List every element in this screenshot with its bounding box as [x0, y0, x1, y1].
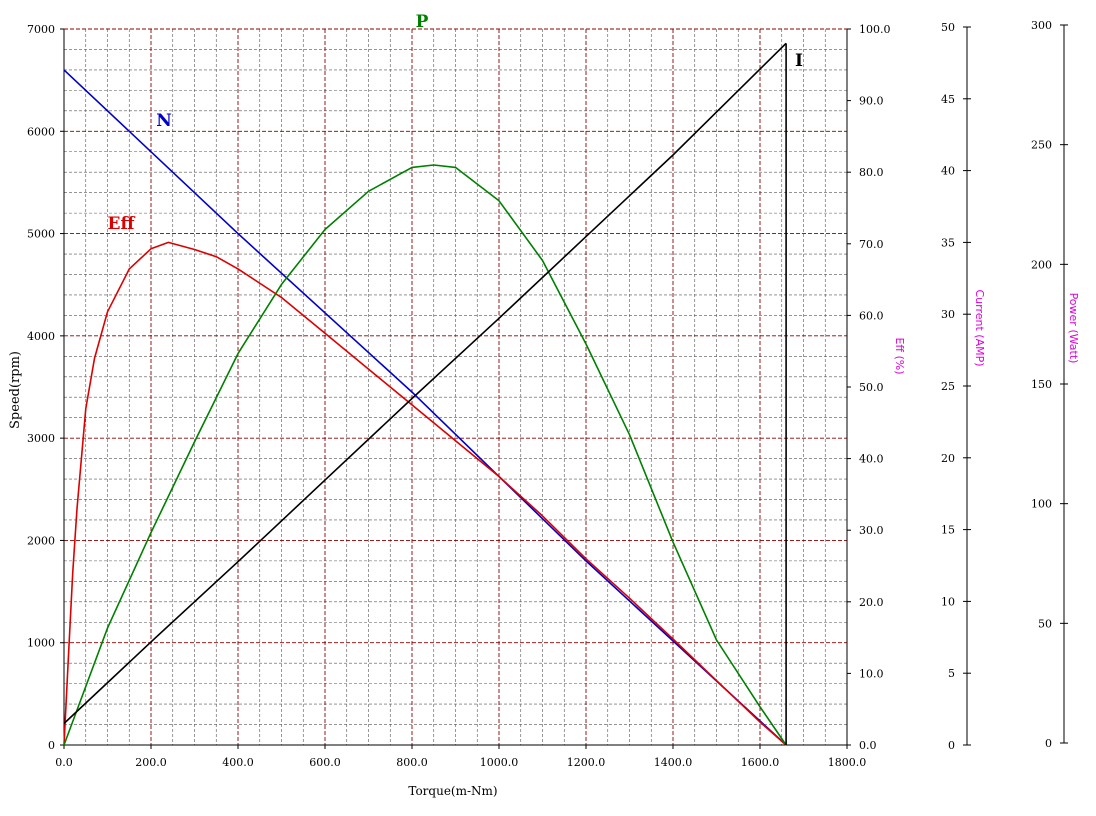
current-tick-label: 45: [941, 93, 955, 106]
x-tick-label: 1000.0: [480, 756, 519, 769]
series-line-n: [63, 69, 787, 746]
current-tick-label: 40: [941, 165, 955, 178]
speed-tick-label: 6000: [27, 125, 55, 138]
eff-tick-label: 60.0: [859, 309, 884, 322]
power-tick-label: 300: [1031, 19, 1052, 32]
eff-tick-label: 70.0: [859, 238, 884, 251]
x-tick-label: 800.0: [396, 756, 428, 769]
series-line-eff: [63, 241, 787, 746]
current-tick-label: 25: [941, 380, 955, 393]
current-tick-label: 30: [941, 308, 955, 321]
series-label-p: P: [416, 12, 429, 32]
x-axis-title: Torque(m-Nm): [408, 784, 497, 798]
current-axis-title: Current (AMP): [973, 289, 986, 366]
x-tick-label: 1400.0: [654, 756, 693, 769]
x-tick-label: 0.0: [55, 756, 73, 769]
x-tick-label: 1200.0: [567, 756, 606, 769]
x-axis-ticks: 0.0 200.0 400.0 600.0 800.0 1000.0 1200.0 1400.…: [55, 745, 866, 769]
series-label-eff: Eff: [108, 214, 136, 234]
power-tick-label: 0: [1045, 737, 1052, 750]
speed-tick-label: 0: [48, 739, 55, 752]
series-line-i: [63, 42, 787, 725]
current-tick-label: 35: [941, 236, 955, 249]
speed-tick-label: 4000: [27, 330, 55, 343]
eff-tick-label: 50.0: [859, 381, 884, 394]
x-tick-label: 1600.0: [741, 756, 780, 769]
x-tick-label: 200.0: [135, 756, 167, 769]
power-tick-label: 50: [1038, 617, 1052, 630]
speed-tick-label: 1000: [27, 637, 55, 650]
major-grid: [64, 29, 847, 745]
x-tick-label: 600.0: [309, 756, 341, 769]
power-tick-label: 250: [1031, 139, 1052, 152]
series-label-n: N: [156, 111, 172, 131]
current-tick-label: 20: [941, 452, 955, 465]
speed-tick-label: 7000: [27, 23, 55, 36]
current-tick-label: 50: [941, 21, 955, 34]
series-label-i: I: [795, 51, 803, 71]
x-tick-label: 400.0: [222, 756, 254, 769]
eff-tick-label: 80.0: [859, 166, 884, 179]
eff-tick-label: 0.0: [859, 739, 877, 752]
speed-tick-label: 3000: [27, 432, 55, 445]
power-axis: 0 50 100 150 200 250 300: [1031, 19, 1068, 750]
eff-axis-ticks: 0.0 10.0 20.0 30.0 40.0 50.0 60.0 70.0 80.0 90.0 1…: [847, 23, 891, 752]
power-axis-title: Power (Watt): [1067, 293, 1080, 364]
speed-axis-title: Speed(rpm): [8, 351, 23, 429]
series-lines: [63, 42, 787, 746]
eff-tick-label: 10.0: [859, 667, 884, 680]
current-tick-label: 0: [948, 739, 955, 752]
power-tick-label: 100: [1031, 498, 1052, 511]
current-tick-label: 5: [948, 667, 955, 680]
eff-tick-label: 90.0: [859, 95, 884, 108]
eff-tick-label: 100.0: [859, 23, 891, 36]
eff-tick-label: 30.0: [859, 524, 884, 537]
current-tick-label: 15: [941, 524, 955, 537]
speed-axis-ticks: 0 1000 2000 3000 4000 5000 6000 7000: [27, 23, 64, 752]
minor-grid: [64, 29, 847, 745]
speed-tick-label: 5000: [27, 228, 55, 241]
current-tick-label: 10: [941, 595, 955, 608]
eff-tick-label: 40.0: [859, 453, 884, 466]
series-line-p: [63, 164, 787, 746]
power-tick-label: 150: [1031, 378, 1052, 391]
eff-tick-label: 20.0: [859, 596, 884, 609]
speed-tick-label: 2000: [27, 534, 55, 547]
x-tick-label: 1800.0: [828, 756, 867, 769]
power-tick-label: 200: [1031, 258, 1052, 271]
eff-axis-title: Eff (%): [893, 337, 906, 374]
current-axis: 0 5 10 15 20 25 30 35 40 45 50: [941, 21, 971, 752]
